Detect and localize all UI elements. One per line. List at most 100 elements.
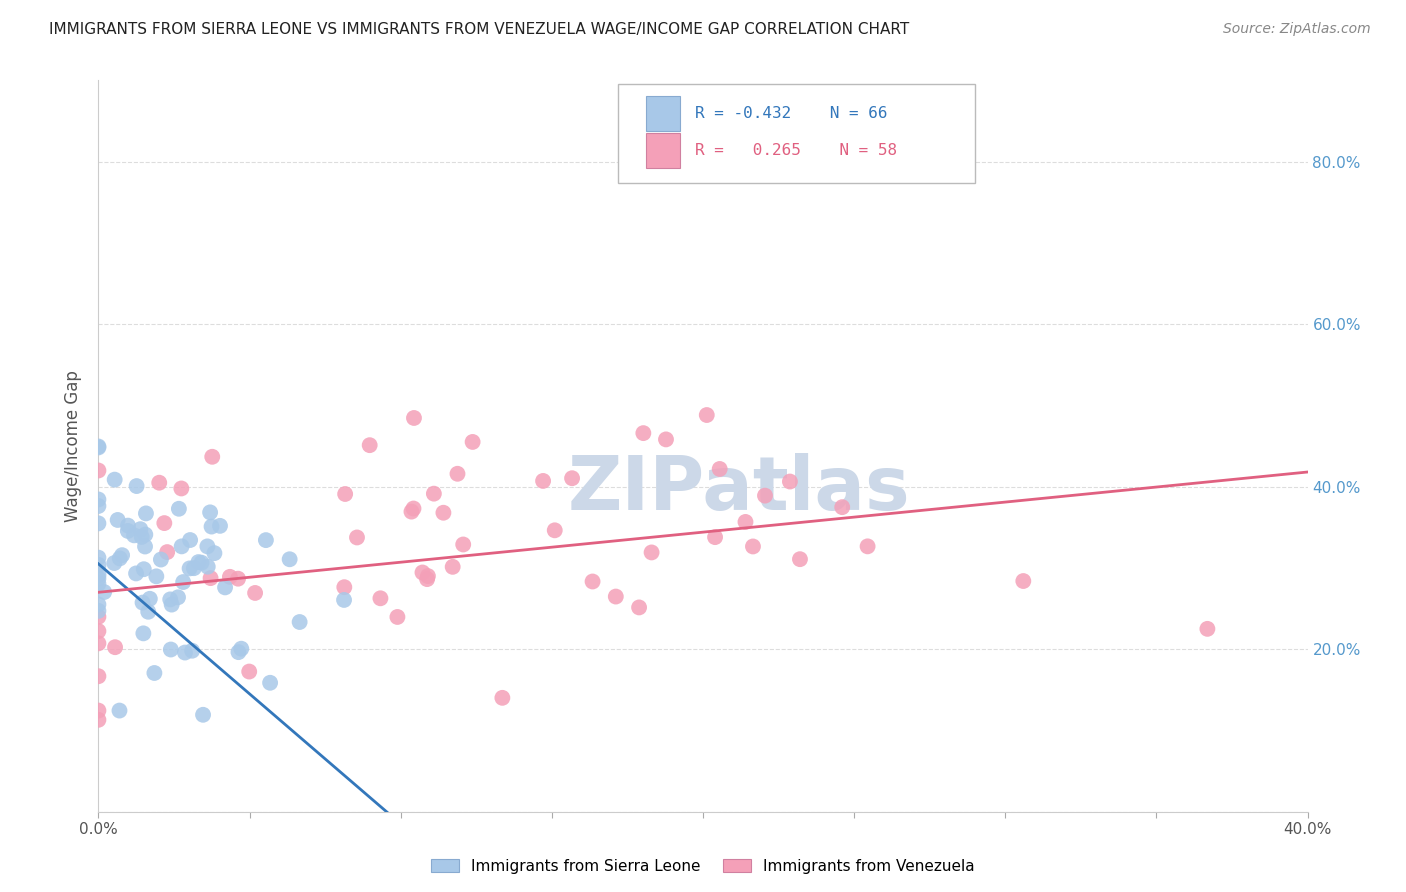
Point [208, 519, 231, 533]
Point [132, 562, 155, 576]
Point [359, 438, 381, 452]
Point [831, 500, 853, 515]
Point [633, 426, 655, 441]
Point [111, 548, 134, 562]
Point [423, 486, 446, 500]
Point [174, 646, 197, 660]
Point [93, 585, 115, 599]
Point [197, 559, 219, 574]
Point [742, 540, 765, 554]
Point [704, 530, 727, 544]
Point [214, 581, 236, 595]
Point [136, 605, 159, 619]
Point [179, 533, 201, 547]
Legend: Immigrants from Sierra Leone, Immigrants from Venezuela: Immigrants from Sierra Leone, Immigrants… [425, 853, 981, 880]
Point [143, 665, 166, 680]
Point [87, 550, 110, 565]
Point [197, 540, 219, 554]
Point [640, 545, 662, 559]
Point [333, 580, 356, 594]
Point [779, 475, 801, 489]
Point [544, 524, 567, 538]
Point [231, 641, 253, 656]
Point [103, 556, 125, 570]
Point [696, 408, 718, 422]
Point [402, 501, 425, 516]
Point [134, 540, 156, 554]
Point [754, 489, 776, 503]
Point [416, 569, 439, 583]
Point [856, 540, 879, 554]
Point [87, 669, 110, 683]
Point [238, 665, 260, 679]
Point [370, 591, 392, 606]
Point [132, 626, 155, 640]
Point [628, 600, 651, 615]
Point [734, 515, 756, 529]
Point [709, 462, 731, 476]
Point [491, 690, 513, 705]
Point [129, 522, 152, 536]
Point [87, 577, 110, 591]
Point [139, 591, 162, 606]
Point [87, 624, 110, 638]
Point [87, 598, 110, 612]
Point [181, 644, 204, 658]
Point [148, 475, 170, 490]
Point [219, 570, 242, 584]
Point [122, 528, 145, 542]
Point [605, 590, 627, 604]
Y-axis label: Wage/Income Gap: Wage/Income Gap [65, 370, 83, 522]
Text: ZIPatlas: ZIPatlas [568, 453, 911, 526]
Point [87, 499, 110, 513]
Point [87, 440, 110, 454]
Point [198, 505, 221, 519]
Point [446, 467, 468, 481]
Point [451, 537, 474, 551]
Point [179, 561, 201, 575]
Point [108, 551, 131, 566]
FancyBboxPatch shape [619, 84, 976, 183]
Point [1012, 574, 1035, 588]
Point [346, 531, 368, 545]
Point [87, 704, 110, 718]
Point [131, 596, 153, 610]
Point [333, 487, 356, 501]
Point [87, 636, 110, 650]
Point [167, 591, 190, 605]
Point [561, 471, 583, 485]
Bar [647, 133, 681, 168]
Point [416, 572, 439, 586]
Point [87, 441, 110, 455]
Point [243, 586, 266, 600]
Point [135, 507, 157, 521]
Point [104, 640, 127, 655]
Text: Source: ZipAtlas.com: Source: ZipAtlas.com [1223, 22, 1371, 37]
Point [200, 571, 222, 585]
Point [1197, 622, 1219, 636]
Point [288, 615, 311, 629]
Point [259, 675, 281, 690]
Point [411, 566, 433, 580]
Point [149, 552, 172, 566]
Point [278, 552, 301, 566]
Point [387, 610, 409, 624]
Point [87, 609, 110, 624]
Point [170, 540, 193, 554]
Point [87, 492, 110, 507]
Text: IMMIGRANTS FROM SIERRA LEONE VS IMMIGRANTS FROM VENEZUELA WAGE/INCOME GAP CORREL: IMMIGRANTS FROM SIERRA LEONE VS IMMIGRAN… [49, 22, 910, 37]
Point [190, 556, 212, 570]
Point [333, 593, 356, 607]
Point [87, 567, 110, 582]
Text: R = -0.432    N = 66: R = -0.432 N = 66 [695, 106, 887, 121]
Point [254, 533, 277, 548]
Point [145, 569, 167, 583]
Point [187, 555, 209, 569]
Point [87, 463, 110, 477]
Point [159, 592, 181, 607]
Point [200, 519, 222, 533]
Point [104, 473, 127, 487]
Point [170, 482, 193, 496]
Point [172, 575, 194, 590]
Point [153, 516, 176, 530]
